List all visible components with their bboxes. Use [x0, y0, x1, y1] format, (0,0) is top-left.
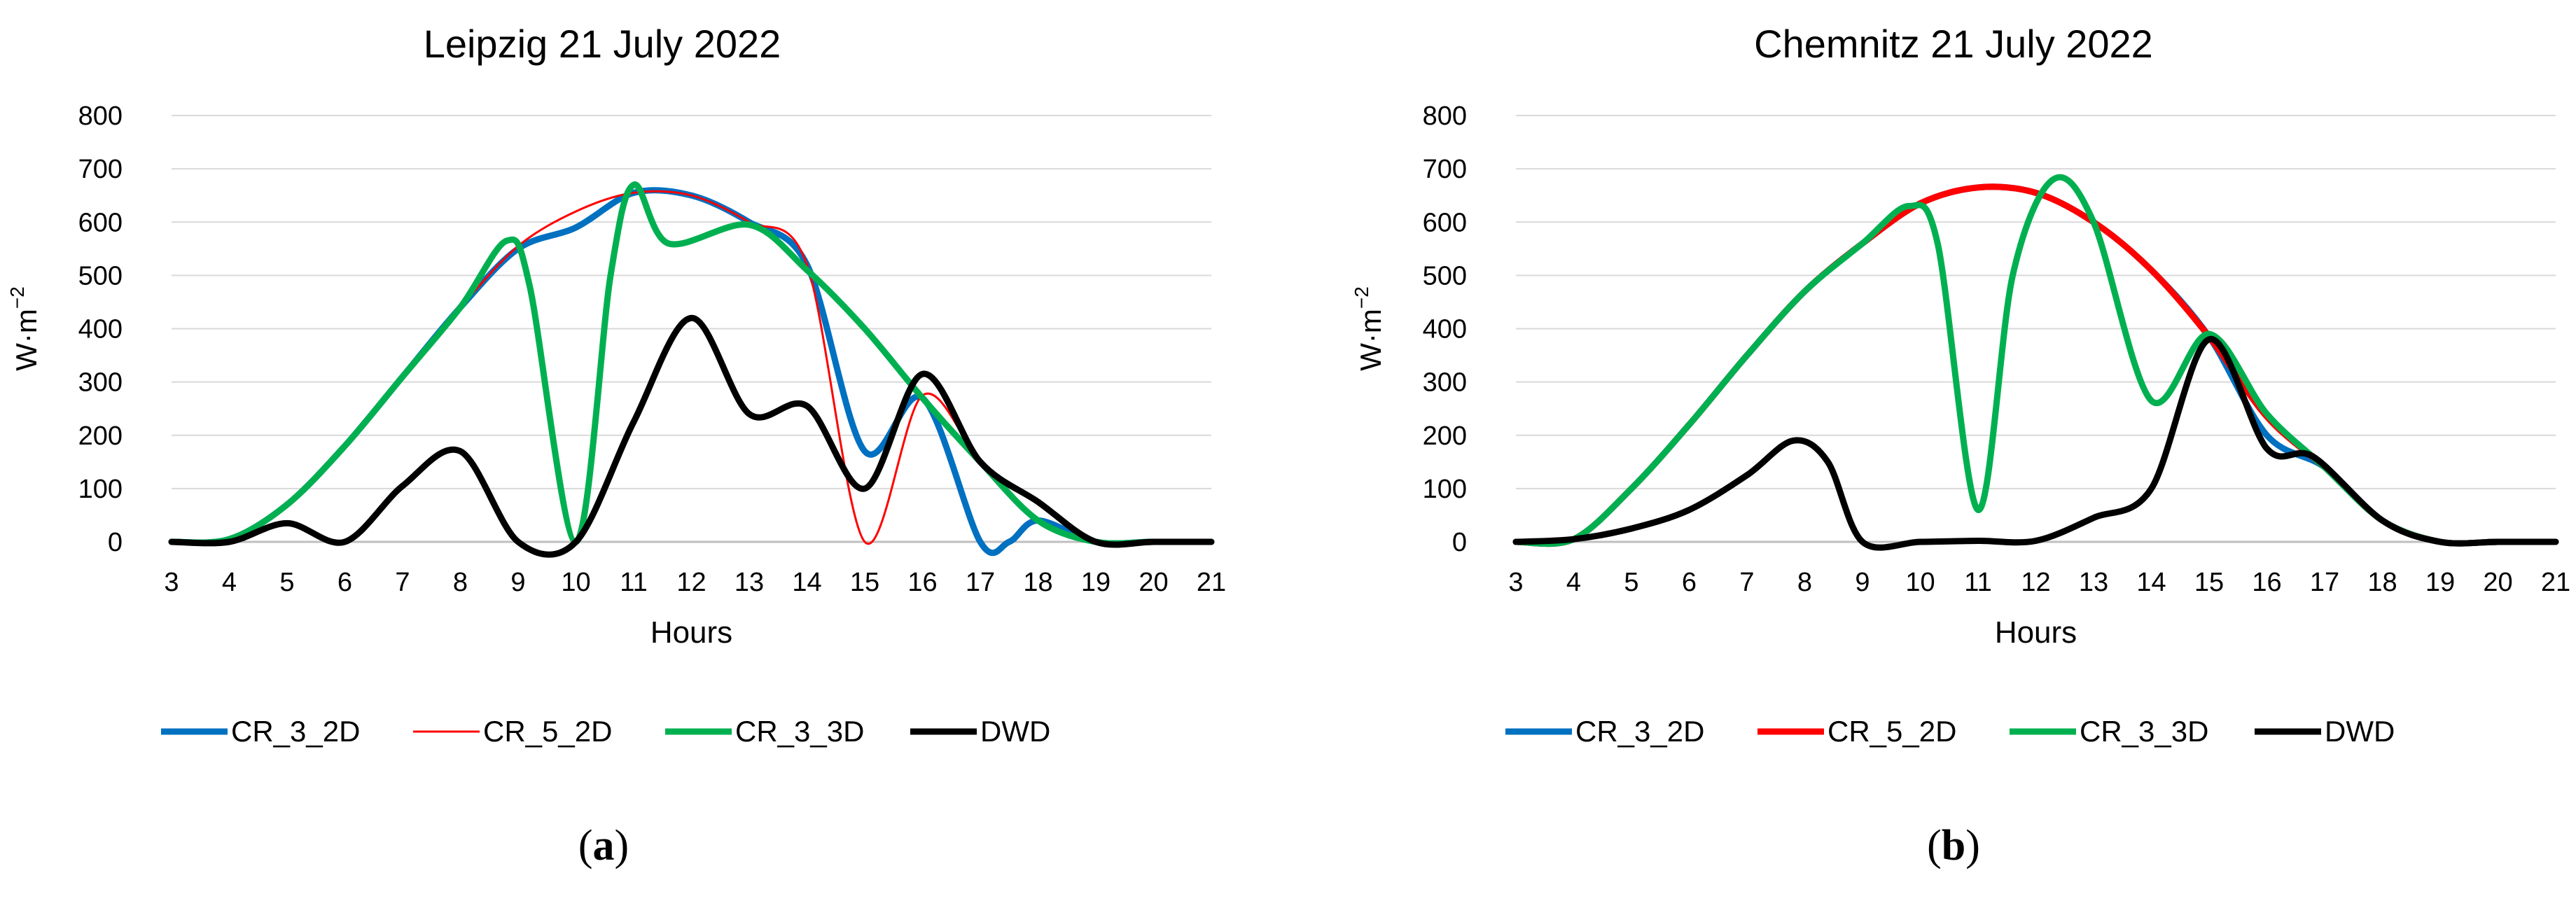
x-tick-label: 7 [1739, 568, 1754, 597]
x-tick-label: 7 [395, 568, 410, 597]
x-tick-label: 4 [222, 568, 237, 597]
y-tick-label: 500 [1423, 261, 1467, 291]
y-tick-label: 200 [78, 421, 123, 451]
x-tick-label: 13 [2079, 568, 2108, 597]
x-tick-label: 16 [2252, 568, 2281, 597]
y-axis-label: W·m−2 [1351, 286, 1387, 371]
x-tick-label: 11 [1964, 568, 1991, 597]
y-tick-label: 100 [1423, 475, 1467, 504]
y-tick-label: 700 [78, 155, 123, 184]
caption-letter: b [1942, 822, 1965, 869]
x-tick-label: 18 [1023, 568, 1052, 597]
y-tick-label: 200 [1423, 421, 1467, 451]
x-tick-label: 12 [676, 568, 706, 597]
y-tick-label: 700 [1423, 155, 1467, 184]
y-tick-label: 0 [108, 528, 123, 557]
legend: CR_3_2D CR_5_2D CR_3_3D DWD [161, 715, 1050, 748]
x-tick-label: 8 [1797, 568, 1812, 597]
x-tick-label: 9 [510, 568, 525, 597]
series-line-cr-5-2d [170, 190, 1213, 545]
y-axis-label-exponent: −2 [1351, 286, 1372, 309]
y-axis-label-exponent: −2 [6, 286, 28, 309]
y-tick-label: 100 [78, 475, 123, 504]
x-tick-label: 11 [620, 568, 647, 597]
x-axis-label: Hours [1995, 615, 2077, 650]
caption-paren-close: ) [615, 822, 629, 869]
y-tick-label: 800 [1423, 102, 1467, 131]
panel-caption: (a) [578, 822, 629, 869]
legend-label: CR_3_2D [231, 715, 360, 748]
series-line-cr-3-3d [168, 181, 1215, 547]
caption-paren-open: ( [1927, 822, 1942, 869]
x-tick-label: 15 [2194, 568, 2224, 597]
y-tick-label: 600 [78, 208, 123, 237]
series-line-cr-3-2d [1512, 183, 2559, 547]
y-tick-label: 300 [1423, 368, 1467, 398]
legend-label: CR_3_3D [2080, 715, 2208, 748]
x-tick-label: 3 [1508, 568, 1523, 597]
series-line-cr-5-2d [1512, 183, 2559, 547]
legend: CR_3_2D CR_5_2D CR_3_3D DWD [1505, 715, 2395, 748]
y-axis-label: W·m−2 [6, 286, 43, 371]
chart-title: Chemnitz 21 July 2022 [1754, 22, 2153, 66]
y-tick-label: 800 [78, 102, 123, 131]
x-tick-label: 3 [164, 568, 179, 597]
chart-leipzig: Leipzig 21 July 2022 0 100 200 300 400 500 600 7… [6, 22, 1226, 869]
x-tick-label: 21 [2541, 568, 2570, 597]
x-tick-label: 20 [1139, 568, 1168, 597]
chart-chemnitz: Chemnitz 21 July 2022 0 100 200 300 400 500 600… [1351, 22, 2570, 869]
x-tick-label: 9 [1855, 568, 1870, 597]
x-tick-label: 10 [1905, 568, 1935, 597]
x-tick-label: 19 [2425, 568, 2455, 597]
x-tick-label: 13 [734, 568, 764, 597]
x-tick-label: 5 [279, 568, 294, 597]
legend-label: DWD [2325, 715, 2395, 748]
legend-label: CR_5_2D [1827, 715, 1956, 748]
series-line-dwd [168, 314, 1215, 558]
y-tick-label: 600 [1423, 208, 1467, 237]
y-tick-label: 500 [78, 261, 123, 291]
x-tick-label: 17 [966, 568, 995, 597]
y-tick-label: 300 [78, 368, 123, 398]
caption-paren-close: ) [1965, 822, 1980, 869]
legend-label: CR_5_2D [483, 715, 612, 748]
x-tick-label: 8 [453, 568, 468, 597]
x-tick-label: 6 [1682, 568, 1697, 597]
x-tick-label: 17 [2310, 568, 2339, 597]
x-tick-label: 20 [2483, 568, 2512, 597]
x-tick-label: 6 [337, 568, 352, 597]
legend-label: CR_3_3D [735, 715, 864, 748]
y-tick-label: 400 [1423, 315, 1467, 344]
legend-label: CR_3_2D [1575, 715, 1704, 748]
x-tick-label: 5 [1624, 568, 1638, 597]
legend-label: DWD [980, 715, 1050, 748]
x-tick-label: 14 [792, 568, 821, 597]
x-tick-label: 14 [2136, 568, 2166, 597]
series-line-cr-3-2d [168, 187, 1215, 557]
x-axis-label: Hours [650, 615, 732, 650]
x-tick-label: 16 [907, 568, 937, 597]
x-tick-label: 15 [850, 568, 879, 597]
series-line-dwd [1512, 336, 2559, 551]
caption-paren-open: ( [578, 822, 593, 869]
y-tick-label: 0 [1452, 528, 1467, 557]
panel-caption: (b) [1927, 822, 1980, 869]
y-tick-label: 400 [78, 315, 123, 344]
chart-title: Leipzig 21 July 2022 [424, 22, 781, 66]
x-tick-label: 12 [2021, 568, 2050, 597]
x-tick-label: 10 [561, 568, 590, 597]
caption-letter: a [593, 822, 615, 869]
y-axis-label-base: W·m [10, 309, 43, 371]
x-tick-label: 21 [1197, 568, 1226, 597]
x-tick-label: 4 [1566, 568, 1581, 597]
x-tick-label: 19 [1081, 568, 1111, 597]
x-tick-label: 18 [2367, 568, 2397, 597]
y-axis-label-base: W·m [1354, 309, 1387, 371]
